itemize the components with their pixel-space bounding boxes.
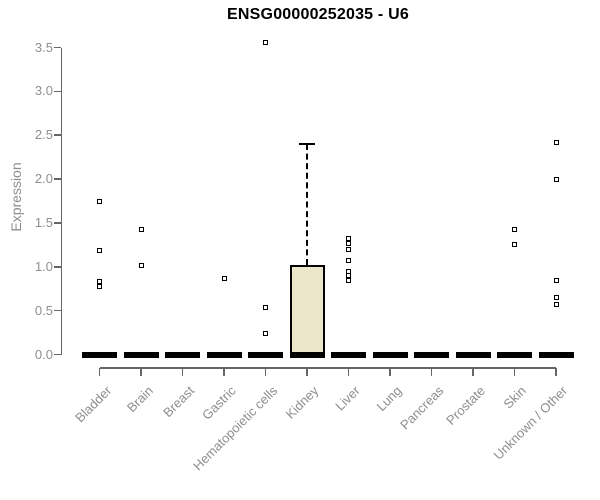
x-tick-mark xyxy=(181,368,184,376)
box-rect xyxy=(289,265,325,355)
box-median-bar xyxy=(538,351,574,358)
box-median-bar xyxy=(331,351,366,358)
outlier-point xyxy=(553,302,559,307)
chart-title: ENSG00000252035 - U6 xyxy=(227,6,409,23)
whisker-cap xyxy=(299,142,315,145)
x-category-label: Liver xyxy=(332,383,364,414)
box-median-bar xyxy=(289,351,325,358)
x-tick-mark xyxy=(140,368,142,376)
outlier-point xyxy=(512,242,517,248)
x-tick-mark xyxy=(98,368,101,376)
y-tick-mark xyxy=(53,134,61,136)
y-tick-mark xyxy=(53,266,61,268)
outlier-point xyxy=(553,278,559,284)
x-category-label: Kidney xyxy=(282,383,322,422)
y-tick-label: 2.5 xyxy=(34,127,53,143)
box-median-bar xyxy=(248,351,283,358)
y-tick-label: 0.0 xyxy=(34,346,53,362)
x-tick-mark xyxy=(513,368,516,376)
y-tick-mark xyxy=(53,178,61,180)
outlier-point xyxy=(346,258,351,264)
outlier-point xyxy=(553,294,559,300)
outlier-point xyxy=(346,278,351,284)
x-tick-mark xyxy=(389,368,391,376)
whisker-line xyxy=(306,143,308,266)
y-tick-mark xyxy=(53,353,61,356)
y-tick-mark xyxy=(53,222,61,224)
outlier-point xyxy=(263,39,268,45)
outlier-point xyxy=(138,262,144,268)
y-tick-label: 2.0 xyxy=(34,171,53,187)
y-tick-label: 0.5 xyxy=(34,302,53,318)
x-category-label: Breast xyxy=(159,383,198,421)
box-median-bar xyxy=(123,351,159,358)
outlier-point xyxy=(97,199,102,205)
x-tick-mark xyxy=(347,368,350,376)
x-tick-mark xyxy=(264,368,267,376)
x-category-label: Brain xyxy=(123,383,156,416)
x-tick-mark xyxy=(472,368,474,376)
box-median-bar xyxy=(372,351,408,358)
x-category-label: Pancreas xyxy=(396,383,447,433)
outlier-point xyxy=(346,246,351,252)
box-median-bar xyxy=(206,351,242,358)
x-tick-mark xyxy=(223,368,225,376)
x-tick-mark xyxy=(555,368,557,376)
box-median-bar xyxy=(497,351,532,358)
box-median-bar xyxy=(414,351,449,358)
outlier-point xyxy=(263,304,268,310)
outlier-point xyxy=(221,275,227,281)
y-tick-label: 1.0 xyxy=(34,258,53,274)
y-axis-line xyxy=(60,47,62,355)
outlier-point xyxy=(263,330,268,336)
outlier-point xyxy=(138,226,144,232)
outlier-point xyxy=(553,176,559,182)
outlier-point xyxy=(97,279,102,285)
box-median-bar xyxy=(82,351,117,358)
box-median-bar xyxy=(455,351,491,358)
x-category-label: Lung xyxy=(373,383,405,415)
x-category-label: Unknown / Other xyxy=(491,383,571,463)
outlier-point xyxy=(346,240,351,246)
y-tick-label: 3.0 xyxy=(34,83,53,99)
y-tick-label: 1.5 xyxy=(34,214,53,230)
y-tick-mark xyxy=(53,90,61,93)
y-tick-mark xyxy=(53,46,61,49)
x-category-label: Bladder xyxy=(71,383,115,426)
x-tick-mark xyxy=(306,368,308,376)
outlier-point xyxy=(97,247,102,253)
outlier-point xyxy=(97,284,102,290)
y-tick-mark xyxy=(53,309,61,312)
x-category-label: Skin xyxy=(500,383,530,412)
outlier-point xyxy=(512,227,517,233)
x-category-label: Gastric xyxy=(198,383,239,423)
x-category-label: Prostate xyxy=(442,383,488,428)
x-axis-line xyxy=(99,367,556,369)
x-tick-mark xyxy=(430,368,433,376)
outlier-point xyxy=(346,273,351,279)
outlier-point xyxy=(553,139,559,145)
y-tick-label: 3.5 xyxy=(34,39,53,55)
box-median-bar xyxy=(165,351,200,358)
